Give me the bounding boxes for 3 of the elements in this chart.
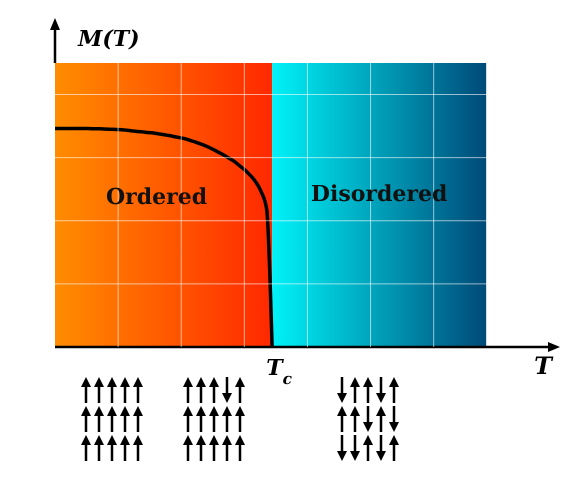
text: T [534,351,554,380]
text: T$_{c}$ [266,355,293,388]
y-axis-title: M(T) [77,26,140,52]
